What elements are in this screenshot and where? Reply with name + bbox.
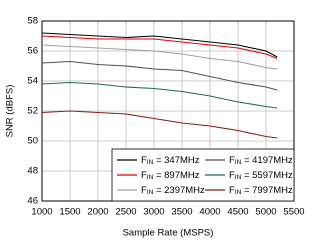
x-tick-label: 4500: [227, 207, 248, 218]
y-axis-label: SNR (dBFS): [5, 85, 16, 138]
x-tick-label: 5500: [283, 207, 304, 218]
series-line: [41, 60, 278, 91]
legend-label: FIN = 2397MHz: [141, 185, 205, 196]
series-line: [41, 81, 278, 109]
x-tick-label: 1000: [31, 207, 52, 218]
x-tick-label: 4000: [199, 207, 220, 218]
y-tick-label: 46: [27, 196, 38, 207]
y-tick-label: 56: [27, 46, 38, 57]
y-tick-label: 58: [27, 16, 38, 27]
series-line: [41, 35, 278, 60]
series-line: [41, 110, 278, 139]
x-tick-label: 5000: [255, 207, 276, 218]
legend-label: FIN = 4197MHz: [229, 155, 293, 166]
y-tick-label: 50: [27, 136, 38, 147]
y-tick-label: 52: [27, 106, 38, 117]
legend-label: FIN = 7997MHz: [229, 185, 293, 196]
x-tick-label: 1500: [59, 207, 80, 218]
x-tick-label: 3500: [171, 207, 192, 218]
x-tick-label: 3000: [143, 207, 164, 218]
series-line: [41, 32, 278, 58]
legend-box: [111, 148, 295, 202]
x-axis-label: Sample Rate (MSPS): [123, 228, 214, 239]
legend-label: FIN = 5597MHz: [229, 170, 293, 181]
legend-label: FIN = 347MHz: [141, 155, 200, 166]
series-line: [41, 44, 278, 70]
legend-label: FIN = 897MHz: [141, 170, 200, 181]
y-tick-label: 48: [27, 166, 38, 177]
x-tick-label: 2000: [87, 207, 108, 218]
y-tick-label: 54: [27, 76, 38, 87]
x-tick-label: 2500: [115, 207, 136, 218]
